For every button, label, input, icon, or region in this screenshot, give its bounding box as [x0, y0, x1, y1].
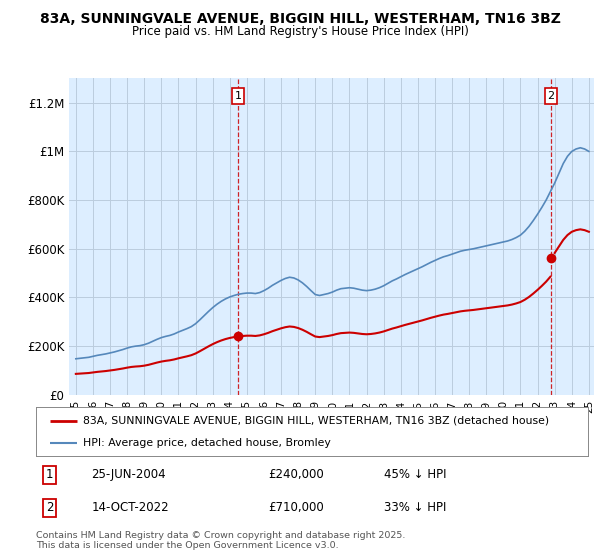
Text: £710,000: £710,000: [268, 501, 323, 515]
Text: Price paid vs. HM Land Registry's House Price Index (HPI): Price paid vs. HM Land Registry's House …: [131, 25, 469, 38]
Text: 45% ↓ HPI: 45% ↓ HPI: [384, 468, 446, 482]
Text: 2: 2: [548, 91, 554, 101]
Text: Contains HM Land Registry data © Crown copyright and database right 2025.
This d: Contains HM Land Registry data © Crown c…: [36, 531, 406, 550]
Text: 25-JUN-2004: 25-JUN-2004: [91, 468, 166, 482]
Text: 1: 1: [46, 468, 53, 482]
Text: 83A, SUNNINGVALE AVENUE, BIGGIN HILL, WESTERHAM, TN16 3BZ: 83A, SUNNINGVALE AVENUE, BIGGIN HILL, WE…: [40, 12, 560, 26]
Text: HPI: Average price, detached house, Bromley: HPI: Average price, detached house, Brom…: [83, 437, 331, 447]
Text: 83A, SUNNINGVALE AVENUE, BIGGIN HILL, WESTERHAM, TN16 3BZ (detached house): 83A, SUNNINGVALE AVENUE, BIGGIN HILL, WE…: [83, 416, 549, 426]
Text: 1: 1: [235, 91, 241, 101]
Text: 33% ↓ HPI: 33% ↓ HPI: [384, 501, 446, 515]
Text: £240,000: £240,000: [268, 468, 323, 482]
Text: 2: 2: [46, 501, 53, 515]
Text: 14-OCT-2022: 14-OCT-2022: [91, 501, 169, 515]
